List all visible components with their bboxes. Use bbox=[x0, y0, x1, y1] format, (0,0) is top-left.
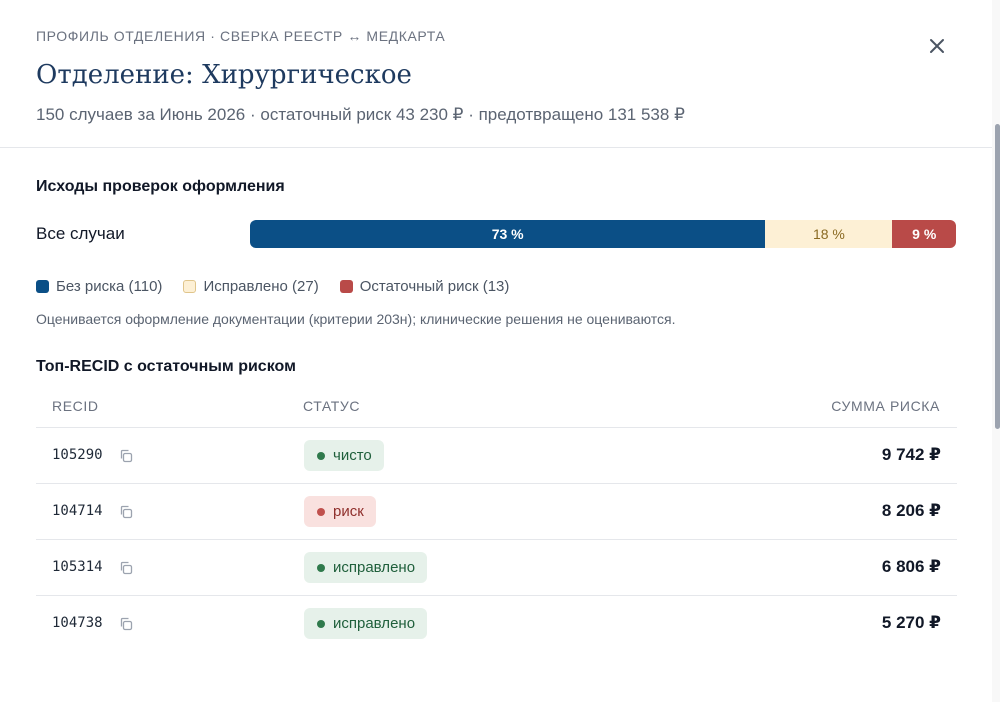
page-title: Отделение: Хирургическое bbox=[36, 60, 412, 90]
status-text: риск bbox=[333, 503, 364, 520]
bar-segment-clean-label: 73 % bbox=[491, 226, 524, 242]
legend-label-fixed: Исправлено (27) bbox=[203, 278, 319, 295]
table-row: 105290 чисто 9 742 ₽ bbox=[36, 428, 957, 484]
bar-segment-fixed-label: 18 % bbox=[812, 226, 845, 242]
close-icon bbox=[930, 39, 944, 53]
recid-value: 105290 bbox=[52, 447, 103, 463]
status-badge: риск bbox=[304, 496, 376, 527]
risk-amount: 6 806 ₽ bbox=[881, 557, 941, 576]
legend-label-risk: Остаточный риск (13) bbox=[359, 278, 510, 295]
bar-segment-clean: 73 % bbox=[250, 220, 766, 248]
column-header-sum: СУММА РИСКА bbox=[831, 398, 940, 414]
status-text: исправлено bbox=[333, 615, 416, 632]
panel-header: ПРОФИЛЬ ОТДЕЛЕНИЯ · СВЕРКА РЕЕСТР ↔ МЕДК… bbox=[0, 0, 992, 148]
status-text: исправлено bbox=[333, 559, 416, 576]
status-dot bbox=[317, 507, 325, 516]
scrollbar-thumb[interactable] bbox=[995, 124, 1000, 429]
recid-value: 104714 bbox=[52, 503, 103, 519]
status-badge: чисто bbox=[304, 440, 384, 471]
copy-recid-button[interactable] bbox=[118, 560, 134, 576]
copy-recid-button[interactable] bbox=[118, 504, 134, 520]
panel-subtitle: 150 случаев за Июнь 2026 · остаточный ри… bbox=[36, 105, 685, 124]
close-button[interactable] bbox=[924, 33, 950, 59]
copy-recid-button[interactable] bbox=[118, 616, 134, 632]
column-header-status: СТАТУС bbox=[303, 398, 361, 414]
recid-value: 105314 bbox=[52, 559, 103, 575]
risk-amount: 8 206 ₽ bbox=[881, 501, 941, 520]
legend-label-clean: Без риска (110) bbox=[56, 278, 163, 295]
legend-swatch-fixed bbox=[183, 280, 197, 293]
copy-icon bbox=[120, 505, 133, 519]
outcomes-legend: Без риска (110) Исправлено (27) Остаточн… bbox=[36, 278, 530, 295]
status-badge: исправлено bbox=[304, 608, 428, 639]
table-row: 104714 риск 8 206 ₽ bbox=[36, 484, 957, 540]
copy-icon bbox=[120, 449, 133, 463]
risk-amount: 5 270 ₽ bbox=[881, 613, 941, 632]
status-dot bbox=[317, 563, 325, 572]
recid-value: 104738 bbox=[52, 615, 103, 631]
bar-segment-fixed: 18 % bbox=[765, 220, 893, 248]
bar-segment-risk-label: 9 % bbox=[912, 226, 937, 242]
legend-item-clean: Без риска (110) bbox=[36, 278, 162, 295]
legend-item-fixed: Исправлено (27) bbox=[183, 278, 319, 295]
outcomes-section-title: Исходы проверок оформления bbox=[36, 178, 285, 195]
copy-icon bbox=[120, 561, 133, 575]
table-header: RECID СТАТУС СУММА РИСКА bbox=[36, 390, 957, 428]
legend-swatch-risk bbox=[339, 280, 353, 293]
legend-item-risk: Остаточный риск (13) bbox=[339, 278, 510, 295]
status-text: чисто bbox=[333, 447, 372, 464]
outcomes-row-label: Все случаи bbox=[36, 224, 125, 243]
table-row: 104738 исправлено 5 270 ₽ bbox=[36, 596, 957, 652]
assessment-note: Оценивается оформление документации (кри… bbox=[36, 311, 676, 327]
legend-swatch-clean bbox=[36, 280, 49, 293]
top-recid-table: RECID СТАТУС СУММА РИСКА 105290 чисто 9 … bbox=[36, 390, 957, 652]
top-recid-section-title: Топ-RECID с остаточным риском bbox=[36, 358, 296, 375]
panel-kicker: ПРОФИЛЬ ОТДЕЛЕНИЯ · СВЕРКА РЕЕСТР ↔ МЕДК… bbox=[36, 28, 446, 44]
status-badge: исправлено bbox=[304, 552, 428, 583]
status-dot bbox=[317, 619, 325, 628]
column-header-recid: RECID bbox=[52, 398, 99, 414]
table-row: 105314 исправлено 6 806 ₽ bbox=[36, 540, 957, 596]
copy-recid-button[interactable] bbox=[118, 448, 134, 464]
risk-amount: 9 742 ₽ bbox=[881, 445, 941, 464]
status-dot bbox=[317, 451, 325, 460]
bar-segment-risk: 9 % bbox=[892, 220, 956, 248]
outcomes-stacked-bar: 73 % 18 % 9 % bbox=[250, 220, 956, 248]
copy-icon bbox=[120, 617, 133, 631]
